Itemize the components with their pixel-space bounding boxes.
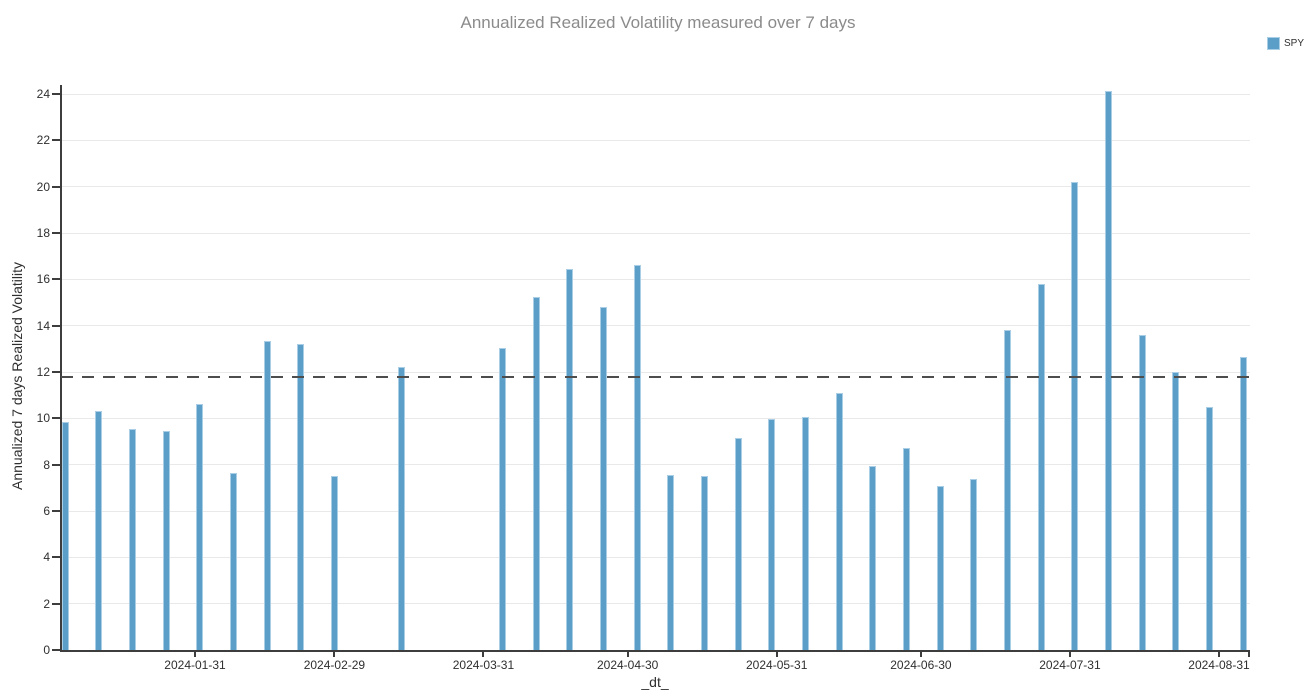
y-tick-label: 18: [36, 226, 50, 240]
bar-2024-02-22[interactable]: [297, 344, 305, 650]
x-tick: [194, 650, 196, 657]
bar-2024-08-01[interactable]: [1071, 182, 1079, 650]
legend-label-spy: SPY: [1284, 38, 1305, 49]
bar-2024-01-18[interactable]: [129, 428, 136, 650]
y-tick-label: 2: [43, 596, 50, 611]
y-gridline: [61, 139, 1250, 141]
bar-2024-07-18[interactable]: [1003, 330, 1011, 650]
x-tick-label: 2024-01-31: [164, 658, 226, 672]
y-tick: [52, 185, 60, 188]
y-tick: [52, 139, 60, 142]
bar-2024-05-16[interactable]: [701, 476, 709, 650]
y-tick-label: 16: [36, 272, 50, 287]
bar-2024-08-15[interactable]: [1138, 334, 1146, 650]
x-tick: [333, 650, 336, 657]
x-tick-label: 2024-08-31: [1188, 658, 1250, 672]
legend[interactable]: SPY: [1267, 37, 1304, 50]
x-tick-label: 2024-02-29: [303, 658, 366, 672]
y-tick: [52, 417, 60, 420]
y-gridline: [61, 510, 1250, 512]
x-axis-title: _dt_: [641, 674, 669, 690]
bar-2024-04-18[interactable]: [566, 268, 574, 650]
x-tick: [775, 650, 778, 657]
bar-2024-07-25[interactable]: [1037, 283, 1045, 650]
chart-title: Annualized Realized Volatility measured …: [460, 13, 856, 32]
x-tick-label: 2024-04-30: [596, 658, 659, 672]
y-tick: [52, 463, 60, 466]
bar-2024-03-14[interactable]: [398, 367, 406, 650]
bar-2024-08-08[interactable]: [1104, 90, 1112, 650]
bar-2024-06-20[interactable]: [869, 465, 877, 650]
bar-2024-08-22[interactable]: [1172, 372, 1180, 650]
y-tick-label: 4: [43, 550, 50, 565]
y-tick-label: 6: [43, 504, 50, 518]
x-tick-end: [1248, 650, 1250, 657]
x-tick-label: 2024-05-31: [746, 658, 808, 672]
bar-2024-07-11[interactable]: [970, 478, 978, 650]
y-tick: [52, 602, 60, 605]
y-tick: [52, 324, 60, 327]
bar-2024-01-04[interactable]: [61, 421, 69, 650]
y-tick-label: 20: [36, 179, 50, 194]
bar-2024-07-04[interactable]: [936, 485, 944, 650]
y-tick: [52, 93, 60, 95]
x-tick-label: 2024-07-31: [1039, 658, 1101, 672]
y-tick: [52, 556, 60, 559]
y-tick-label: 22: [36, 133, 50, 148]
y-tick: [52, 510, 60, 512]
bar-2024-02-01[interactable]: [196, 404, 204, 650]
bar-2024-04-11[interactable]: [532, 296, 540, 650]
bar-2024-06-27[interactable]: [903, 448, 910, 650]
bar-2024-09-05[interactable]: [1239, 356, 1247, 650]
y-tick-label: 10: [36, 411, 50, 426]
y-tick-label: 14: [36, 318, 50, 333]
bar-2024-06-13[interactable]: [835, 392, 843, 650]
y-gridline: [61, 93, 1250, 95]
y-gridline: [61, 278, 1250, 280]
y-gridline: [61, 464, 1250, 466]
y-gridline: [61, 417, 1250, 419]
bar-2024-02-29[interactable]: [330, 476, 338, 650]
y-tick: [52, 371, 60, 373]
bar-2024-01-25[interactable]: [162, 431, 170, 650]
bar-2024-04-25[interactable]: [600, 307, 608, 650]
bar-2024-04-04[interactable]: [499, 347, 507, 650]
bar-2024-05-02[interactable]: [633, 265, 641, 650]
x-tick: [1217, 650, 1220, 657]
bar-2024-02-15[interactable]: [263, 340, 271, 650]
y-axis-line: [60, 85, 62, 650]
x-tick: [919, 650, 922, 657]
y-gridline: [61, 371, 1250, 373]
bar-2024-05-23[interactable]: [734, 438, 742, 650]
x-tick: [482, 650, 485, 657]
bar-2024-06-06[interactable]: [802, 417, 810, 650]
y-gridline: [61, 186, 1250, 188]
bar-2024-01-11[interactable]: [95, 411, 103, 650]
x-axis-line: [60, 650, 1250, 652]
x-tick-label: 2024-06-30: [890, 658, 952, 672]
y-tick-label: 8: [43, 457, 50, 472]
y-tick-label: 0: [43, 643, 50, 657]
bar-2024-08-29[interactable]: [1205, 406, 1213, 650]
y-tick: [52, 649, 60, 651]
bar-2024-05-30[interactable]: [768, 419, 776, 650]
y-gridline: [61, 325, 1250, 327]
y-gridline: [61, 232, 1250, 234]
y-tick: [52, 232, 60, 234]
bar-2024-05-09[interactable]: [667, 475, 675, 650]
y-axis-title: Annualized 7 days Realized Volatility: [9, 261, 25, 490]
x-tick-label: 2024-03-31: [452, 658, 515, 672]
y-tick: [52, 278, 60, 281]
y-tick-label: 24: [36, 87, 50, 101]
reference-line: [61, 375, 1250, 378]
x-tick: [626, 650, 629, 657]
y-gridline: [61, 603, 1250, 605]
y-tick-label: 12: [36, 365, 50, 379]
y-gridline: [61, 556, 1250, 558]
legend-swatch-spy: [1267, 37, 1280, 50]
bar-2024-02-08[interactable]: [229, 472, 237, 650]
x-tick: [1068, 650, 1071, 657]
